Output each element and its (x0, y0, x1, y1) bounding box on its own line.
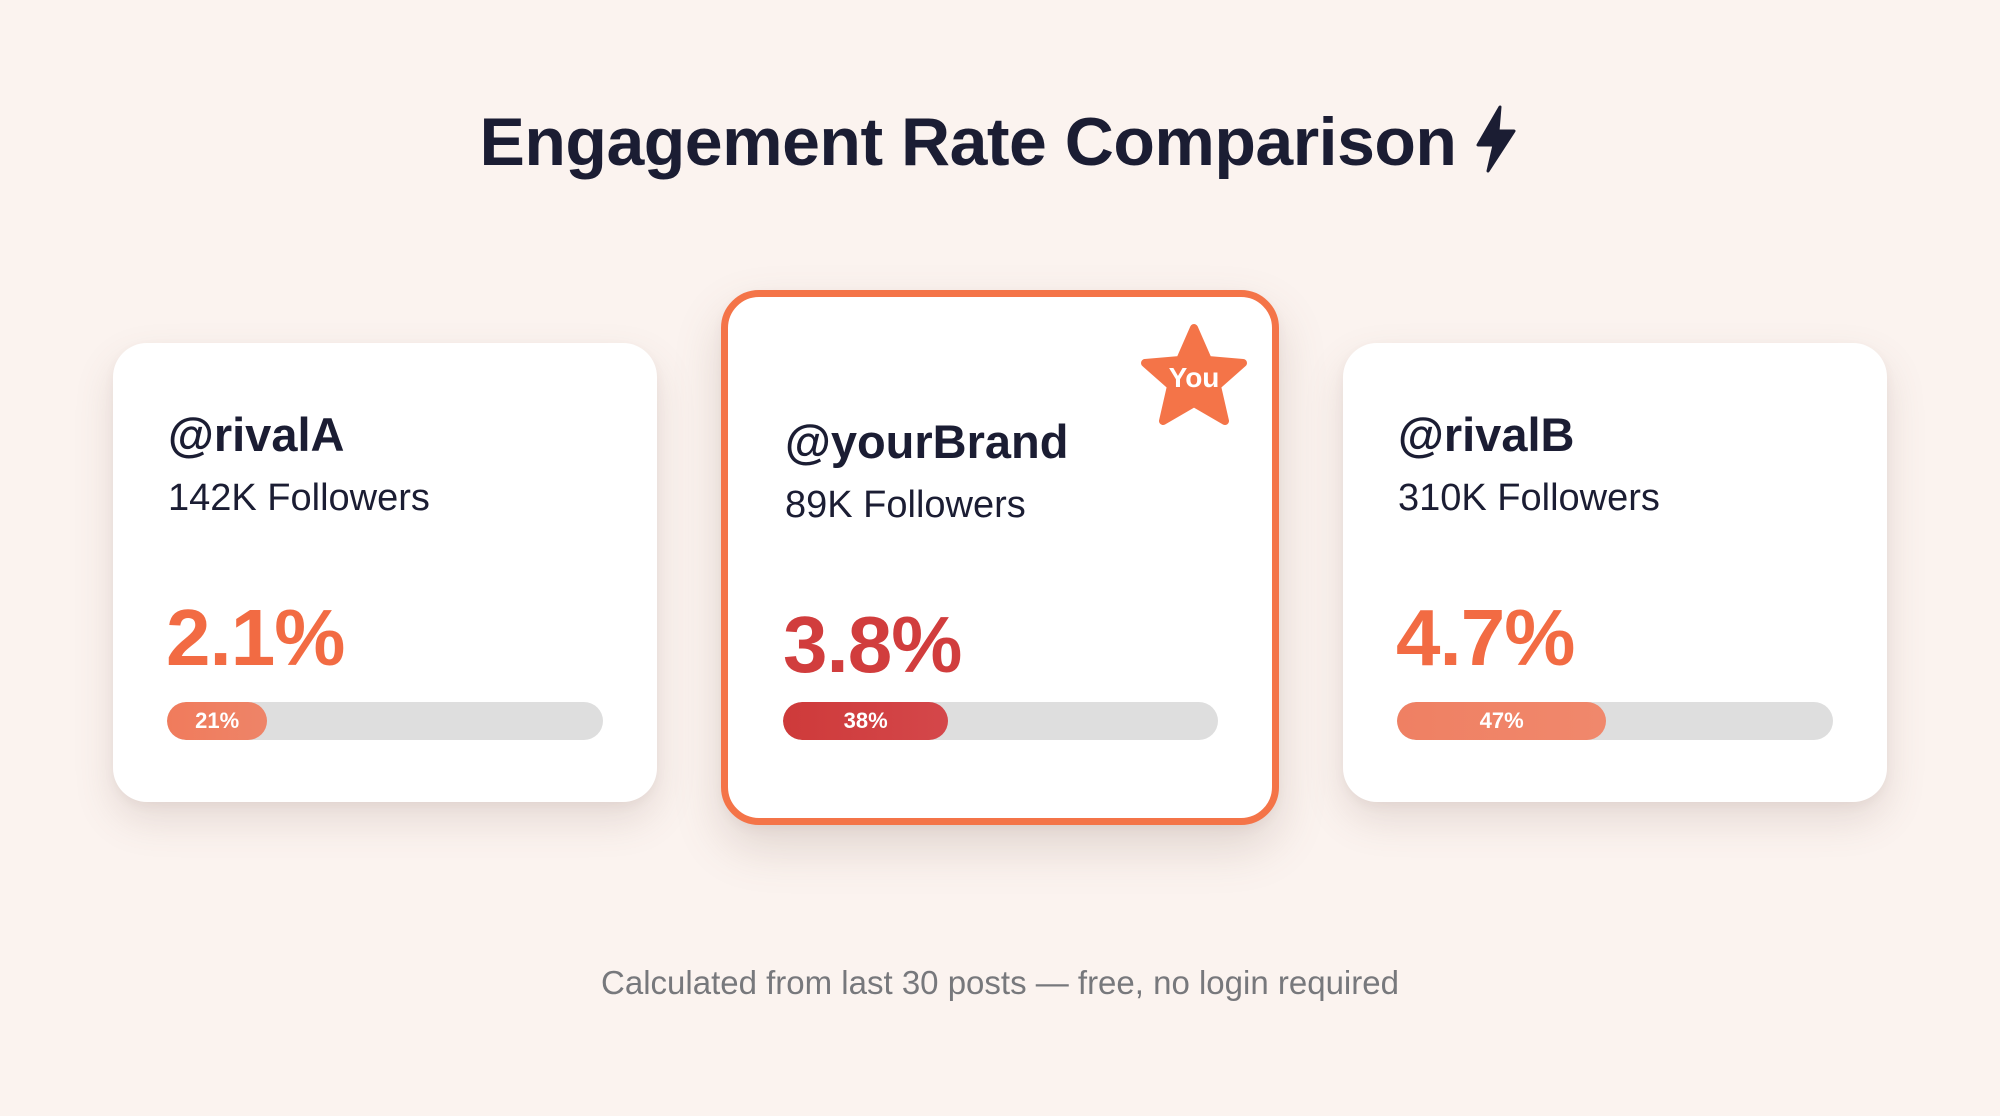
progress-fill: 21% (167, 702, 268, 740)
follower-count: 142K Followers (168, 477, 430, 519)
competitor-card-yourBrand: You @yourBrand 89K Followers 3.8% 38% (721, 290, 1279, 825)
progress-fill: 38% (783, 702, 949, 740)
progress-label: 38% (843, 708, 888, 733)
follower-count: 89K Followers (785, 484, 1026, 526)
engagement-progress-bar: 47% (1397, 702, 1833, 740)
engagement-progress-bar: 38% (783, 702, 1218, 740)
page-title: Engagement Rate Comparison (0, 102, 2000, 182)
account-handle: @yourBrand (785, 415, 1069, 468)
engagement-rate-value: 4.7% (1396, 593, 1575, 682)
progress-label: 47% (1479, 708, 1524, 733)
lightning-bolt-icon (1470, 103, 1520, 175)
progress-label: 21% (195, 708, 240, 733)
account-handle: @rivalA (168, 408, 345, 461)
follower-count: 310K Followers (1398, 477, 1660, 519)
account-handle: @rivalB (1398, 408, 1575, 461)
engagement-rate-value: 2.1% (166, 593, 345, 682)
progress-fill: 47% (1397, 702, 1607, 740)
competitor-card-rivalA: @rivalA 142K Followers 2.1% 21% (113, 343, 657, 802)
footnote: Calculated from last 30 posts — free, no… (601, 964, 1399, 1001)
competitor-card-rivalB: @rivalB 310K Followers 4.7% 47% (1343, 343, 1887, 802)
you-badge-label: You (1168, 362, 1220, 393)
star-icon (1141, 324, 1247, 425)
engagement-rate-value: 3.8% (783, 600, 962, 689)
you-badge: You (1138, 322, 1250, 430)
page-title-text: Engagement Rate Comparison (479, 104, 1457, 180)
engagement-progress-bar: 21% (167, 702, 603, 740)
